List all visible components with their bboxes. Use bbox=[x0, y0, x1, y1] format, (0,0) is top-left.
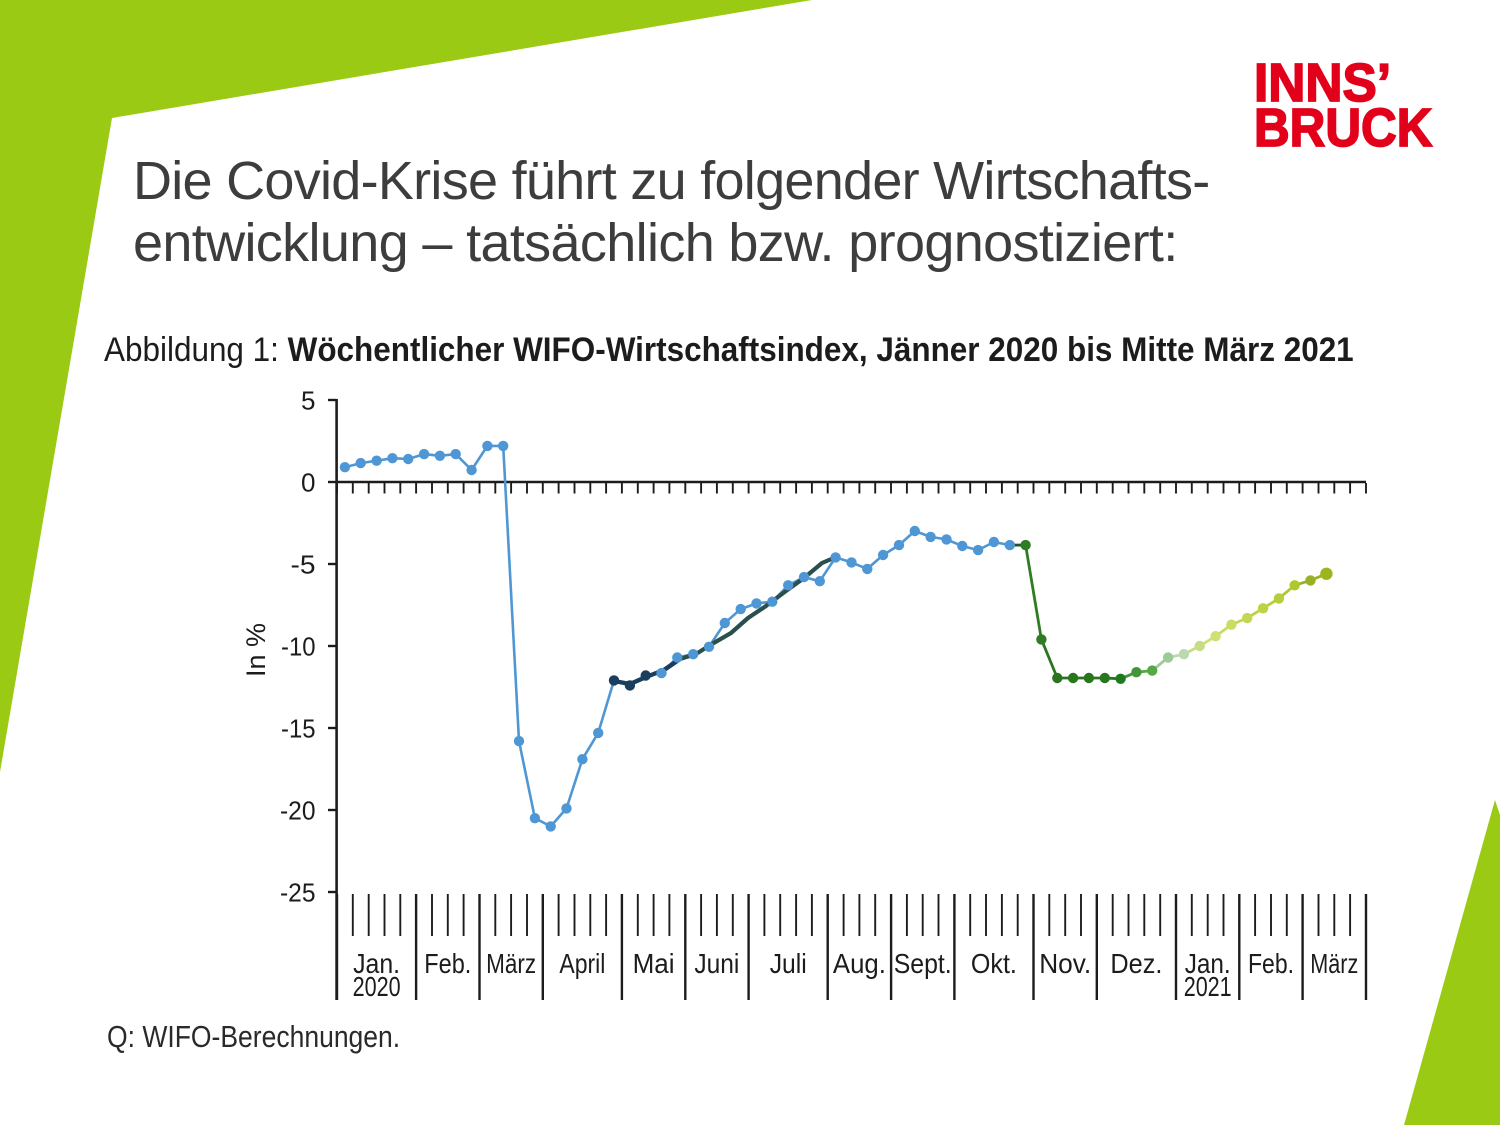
svg-text:März: März bbox=[486, 948, 536, 979]
svg-text:März: März bbox=[1310, 948, 1358, 979]
svg-text:-15: -15 bbox=[281, 714, 316, 744]
svg-text:April: April bbox=[559, 948, 605, 979]
svg-text:-20: -20 bbox=[280, 796, 316, 826]
svg-text:0: 0 bbox=[301, 468, 315, 498]
svg-text:Aug.: Aug. bbox=[833, 948, 886, 979]
svg-text:Nov.: Nov. bbox=[1039, 948, 1091, 979]
svg-text:-5: -5 bbox=[291, 550, 316, 580]
svg-text:Okt.: Okt. bbox=[971, 948, 1017, 979]
svg-text:Jan.: Jan. bbox=[1185, 948, 1231, 979]
svg-text:Mai: Mai bbox=[633, 948, 675, 979]
svg-text:2020: 2020 bbox=[353, 971, 401, 1002]
svg-text:Jan.: Jan. bbox=[353, 948, 400, 979]
svg-text:Feb.: Feb. bbox=[424, 948, 471, 979]
svg-text:5: 5 bbox=[301, 386, 315, 416]
svg-text:Juli: Juli bbox=[770, 948, 807, 979]
svg-text:In %: In % bbox=[241, 623, 271, 677]
svg-text:Dez.: Dez. bbox=[1110, 948, 1162, 979]
svg-text:2021: 2021 bbox=[1184, 971, 1232, 1002]
svg-text:Feb.: Feb. bbox=[1248, 948, 1294, 979]
svg-text:Juni: Juni bbox=[694, 948, 739, 979]
svg-text:-25: -25 bbox=[280, 878, 316, 908]
svg-text:-10: -10 bbox=[281, 632, 316, 662]
svg-text:Sept.: Sept. bbox=[894, 948, 952, 979]
